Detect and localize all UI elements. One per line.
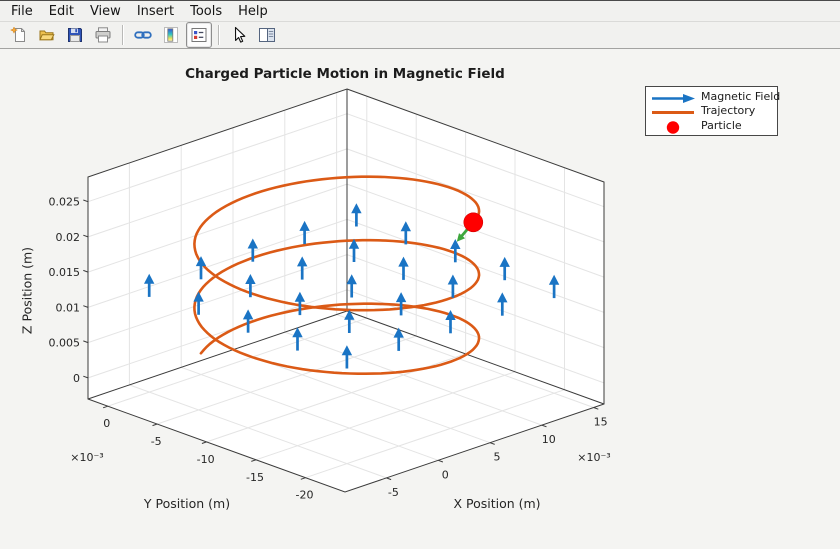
- legend-dot-sample-icon: [650, 119, 696, 134]
- axes-walls: [88, 89, 604, 492]
- menu-insert[interactable]: Insert: [136, 3, 175, 19]
- legend-arrow-sample-icon: [650, 90, 696, 103]
- new-figure-icon: [10, 26, 25, 42]
- legend-entry-particle: Particle: [646, 118, 777, 134]
- particle-marker: [463, 212, 484, 233]
- field-arrow: [144, 273, 155, 297]
- x-axis-exponent: ×10⁻³: [577, 451, 610, 464]
- open-file-button[interactable]: [34, 22, 60, 48]
- y-tick-label: -10: [197, 453, 215, 466]
- axes-box-edges: [87, 88, 605, 493]
- field-arrow: [497, 292, 508, 316]
- x-tick-label: -5: [388, 486, 399, 499]
- legend-label: Trajectory: [701, 104, 756, 118]
- new-figure-button[interactable]: [6, 22, 32, 48]
- x-tick-label: 0: [442, 468, 449, 481]
- menu-edit[interactable]: Edit: [48, 3, 74, 19]
- z-tick-label: 0.01: [56, 301, 81, 314]
- field-arrow: [548, 274, 560, 299]
- magnetic-field-arrows: [144, 203, 560, 369]
- figure-area: 0 0.005 0.01 0.015 0.02 0.025 0 -5 -10 -15 -20 -5 0 5…: [0, 49, 840, 549]
- field-arrow: [297, 256, 308, 280]
- menu-bar: File Edit View Insert Tools Help: [0, 0, 840, 22]
- y-tick-label: -5: [151, 435, 162, 448]
- menu-file[interactable]: File: [11, 3, 33, 19]
- field-arrow: [400, 221, 411, 245]
- tick-labels: 0 0.005 0.01 0.015 0.02 0.025 0 -5 -10 -15 -20 -5 0 5…: [49, 196, 611, 502]
- field-arrow: [344, 309, 355, 333]
- field-arrow: [398, 256, 409, 280]
- field-arrow: [348, 238, 360, 262]
- y-axis-label: Y Position (m): [143, 496, 231, 511]
- z-tick-label: 0.015: [49, 266, 81, 279]
- link-plot-button[interactable]: [130, 22, 156, 48]
- legend-label: Magnetic Field: [701, 89, 781, 103]
- toolbar-separator: [122, 25, 124, 45]
- z-tick-label: 0.025: [49, 196, 81, 209]
- legend-line-sample-icon: [650, 104, 696, 117]
- legend-entry-magnetic-field: Magnetic Field: [646, 89, 781, 104]
- field-arrow: [245, 274, 256, 298]
- y-tick-label: 0: [103, 417, 110, 430]
- legend[interactable]: Magnetic Field Trajectory Particle: [645, 86, 781, 136]
- field-arrow: [292, 327, 303, 351]
- y-tick-label: -15: [246, 471, 264, 484]
- field-arrow: [450, 239, 461, 263]
- field-arrow: [247, 238, 258, 262]
- field-arrow: [445, 310, 456, 334]
- link-plot-icon: [134, 31, 152, 39]
- legend-label: Particle: [701, 118, 742, 132]
- field-arrow: [341, 345, 353, 369]
- insert-legend-button[interactable]: [186, 22, 212, 48]
- trajectory-line: [193, 175, 481, 375]
- open-file-icon: [39, 30, 55, 41]
- print-figure-button[interactable]: [90, 22, 116, 48]
- field-arrow: [346, 274, 357, 298]
- y-tick-label: -20: [296, 489, 314, 502]
- insert-colorbar-icon: [164, 27, 178, 43]
- field-arrow: [195, 256, 207, 280]
- field-arrow: [242, 309, 254, 333]
- property-inspector-button[interactable]: [254, 22, 280, 48]
- z-tick-label: 0.005: [49, 337, 81, 350]
- tick-marks: [83, 199, 599, 481]
- field-arrow: [351, 203, 362, 227]
- z-tick-label: 0.02: [56, 231, 81, 244]
- x-tick-label: 10: [542, 433, 556, 446]
- menu-tools[interactable]: Tools: [190, 3, 223, 19]
- field-arrow: [393, 327, 404, 351]
- edit-plot-icon: [234, 26, 246, 43]
- legend-entry-trajectory: Trajectory: [646, 104, 777, 119]
- menu-help[interactable]: Help: [238, 3, 268, 19]
- save-figure-button[interactable]: [62, 22, 88, 48]
- x-tick-label: 15: [594, 416, 608, 429]
- menu-view[interactable]: View: [89, 3, 121, 19]
- y-axis-exponent: ×10⁻³: [70, 451, 103, 464]
- axes-3d[interactable]: 0 0.005 0.01 0.015 0.02 0.025 0 -5 -10 -15 -20 -5 0 5…: [0, 49, 840, 549]
- toolbar-separator: [218, 25, 220, 45]
- z-axis-label: Z Position (m): [19, 246, 35, 335]
- x-axis-label: X Position (m): [453, 496, 541, 511]
- field-arrow: [499, 256, 510, 281]
- save-figure-icon: [68, 28, 82, 42]
- edit-plot-button[interactable]: [226, 22, 252, 48]
- insert-legend-icon: [191, 28, 207, 42]
- field-arrow: [193, 291, 204, 315]
- insert-colorbar-button[interactable]: [158, 22, 184, 48]
- toolbar: [0, 22, 840, 49]
- chart-title: Charged Particle Motion in Magnetic Fiel…: [185, 66, 505, 82]
- z-tick-label: 0: [73, 372, 80, 385]
- field-arrow: [299, 220, 310, 245]
- x-tick-label: 5: [494, 451, 501, 464]
- field-arrow: [447, 274, 459, 298]
- print-figure-icon: [95, 27, 111, 43]
- property-inspector-icon: [259, 28, 275, 42]
- field-arrow: [294, 291, 306, 316]
- field-arrow: [395, 292, 407, 316]
